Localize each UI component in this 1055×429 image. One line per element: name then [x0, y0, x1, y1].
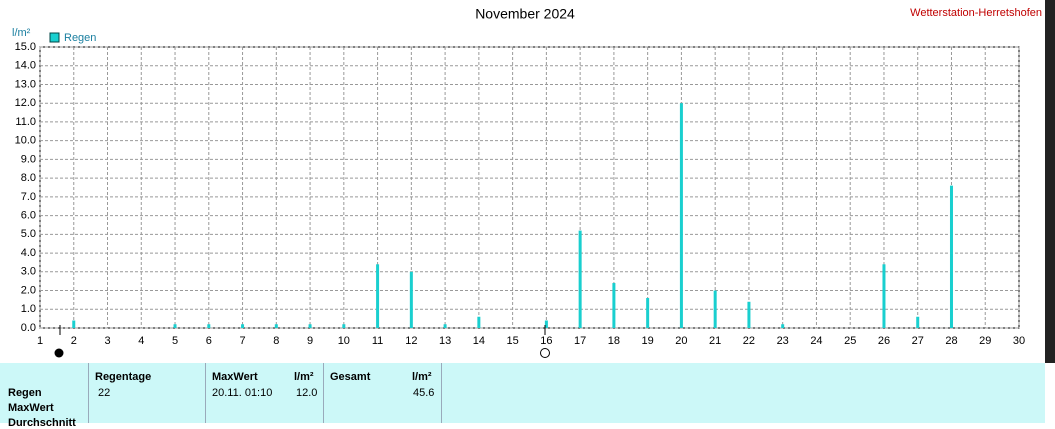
- x-tick-label: 4: [138, 335, 144, 347]
- x-tick-label: 9: [307, 335, 313, 347]
- bar: [544, 320, 548, 328]
- x-tick-label: 18: [608, 335, 620, 347]
- bar: [477, 316, 481, 328]
- header: l/m²: [412, 371, 432, 383]
- header: Regentage: [95, 371, 152, 383]
- window-edge: [1045, 0, 1055, 363]
- y-tick-label: 3.0: [21, 266, 36, 278]
- station-name: Wetterstation-Herretshofen: [910, 7, 1042, 19]
- x-tick-label: 21: [709, 335, 721, 347]
- y-tick-label: 4.0: [21, 247, 36, 259]
- header: Gesamt: [330, 371, 371, 383]
- x-tick-label: 28: [945, 335, 957, 347]
- x-tick-label: 26: [878, 335, 890, 347]
- x-tick-label: 29: [979, 335, 991, 347]
- bar: [578, 230, 582, 328]
- cell: 45.6: [413, 387, 435, 399]
- y-tick-label: 0.0: [21, 322, 36, 334]
- separator: [441, 363, 442, 423]
- y-tick-label: 1.0: [21, 303, 36, 315]
- bar: [409, 271, 413, 328]
- x-tick-label: 19: [642, 335, 654, 347]
- cell: 12.0: [296, 387, 318, 399]
- x-tick-label: 20: [675, 335, 687, 347]
- x-tick-label: 11: [372, 335, 383, 347]
- bar: [679, 103, 683, 328]
- summary-table: Regen MaxWert Durchschnitt Regentage Max…: [0, 363, 1045, 429]
- cell: 20.11. 01:10: [212, 387, 273, 399]
- y-tick-label: 12.0: [15, 97, 36, 109]
- bar: [207, 324, 211, 328]
- bar: [241, 324, 245, 328]
- chart: November 2024 Wetterstation-Herretshofen…: [12, 0, 1055, 363]
- separator: [323, 363, 324, 423]
- x-tick-label: 27: [912, 335, 924, 347]
- bar: [274, 324, 278, 328]
- moon-full: [540, 348, 550, 358]
- bar: [173, 324, 177, 328]
- x-tick-label: 16: [540, 335, 552, 347]
- moon-new: [54, 348, 64, 358]
- header: l/m²: [294, 371, 314, 383]
- bar: [376, 264, 380, 328]
- y-tick-label: 13.0: [15, 78, 36, 90]
- x-tick-label: 22: [743, 335, 755, 347]
- row-label: MaxWert: [8, 402, 54, 414]
- header: MaxWert: [212, 371, 258, 383]
- bar: [949, 185, 953, 328]
- bar: [646, 298, 650, 328]
- x-tick-label: 3: [104, 335, 110, 347]
- cell: 22: [98, 387, 111, 399]
- x-tick-label: 12: [405, 335, 417, 347]
- y-tick-label: 10.0: [15, 135, 36, 147]
- row-label: Durchschnitt: [8, 417, 76, 429]
- x-tick-label: 8: [273, 335, 279, 347]
- bar: [747, 301, 751, 328]
- x-tick-label: 23: [777, 335, 789, 347]
- y-tick-label: 9.0: [21, 153, 36, 165]
- x-tick-label: 7: [239, 335, 245, 347]
- y-unit: l/m²: [12, 27, 31, 39]
- y-tick-label: 5.0: [21, 228, 36, 240]
- y-tick-label: 8.0: [21, 172, 36, 184]
- x-tick-label: 13: [439, 335, 451, 347]
- y-tick-label: 14.0: [15, 60, 36, 72]
- y-tick-label: 6.0: [21, 210, 36, 222]
- x-tick-label: 5: [172, 335, 178, 347]
- x-tick-label: 24: [810, 335, 822, 347]
- x-tick-label: 17: [574, 335, 586, 347]
- legend-label: Regen: [64, 32, 96, 44]
- row-label: Regen: [8, 387, 42, 399]
- y-tick-label: 7.0: [21, 191, 36, 203]
- bar: [781, 324, 785, 328]
- plot-area: [39, 46, 1020, 329]
- bar: [713, 290, 717, 328]
- bar: [443, 324, 447, 328]
- bar: [612, 283, 616, 328]
- separator: [88, 363, 89, 423]
- chart-title: November 2024: [475, 6, 575, 22]
- x-tick-label: 1: [37, 335, 43, 347]
- y-tick-label: 15.0: [15, 41, 36, 53]
- x-tick-label: 25: [844, 335, 856, 347]
- bar: [882, 264, 886, 328]
- y-tick-label: 2.0: [21, 284, 36, 296]
- bar: [916, 316, 920, 328]
- separator: [205, 363, 206, 423]
- x-tick-label: 2: [71, 335, 77, 347]
- x-tick-label: 14: [473, 335, 485, 347]
- x-tick-label: 30: [1013, 335, 1025, 347]
- x-tick-label: 10: [338, 335, 350, 347]
- bar: [308, 324, 312, 328]
- x-tick-label: 15: [506, 335, 518, 347]
- bar: [342, 324, 346, 328]
- bar: [72, 320, 76, 328]
- legend-swatch: [49, 32, 60, 43]
- y-tick-label: 11.0: [15, 116, 36, 128]
- x-tick-label: 6: [206, 335, 212, 347]
